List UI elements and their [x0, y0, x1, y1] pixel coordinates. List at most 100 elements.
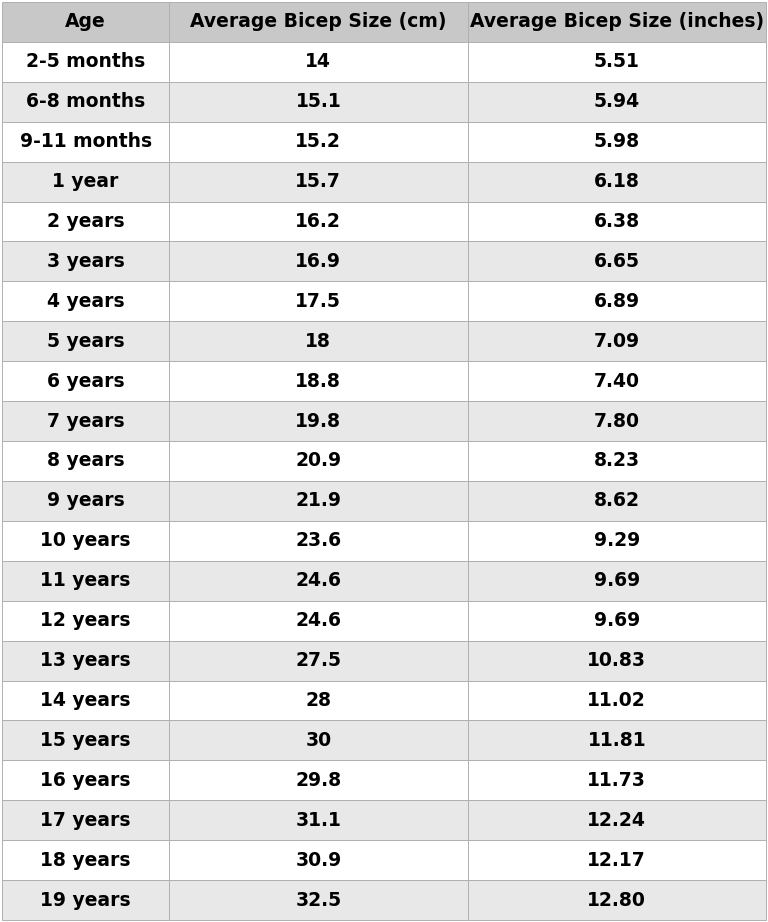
Text: 9.69: 9.69: [594, 611, 640, 630]
Text: 14 years: 14 years: [40, 691, 131, 710]
Text: 2-5 months: 2-5 months: [26, 53, 145, 71]
Text: 5.94: 5.94: [594, 92, 640, 112]
Text: 14: 14: [306, 53, 331, 71]
Text: 6.89: 6.89: [594, 292, 640, 311]
Text: 9-11 months: 9-11 months: [19, 132, 151, 151]
Text: 8.62: 8.62: [594, 491, 640, 511]
Text: 5.98: 5.98: [594, 132, 640, 151]
Bar: [468, 41, 766, 82]
Bar: [468, 281, 766, 321]
Bar: [2, 521, 169, 561]
Bar: [2, 161, 169, 202]
Text: 6 years: 6 years: [47, 372, 124, 391]
Bar: [2, 82, 169, 122]
Bar: [169, 122, 468, 161]
Bar: [2, 680, 169, 720]
Text: 12 years: 12 years: [40, 611, 131, 630]
Bar: [468, 161, 766, 202]
Bar: [2, 761, 169, 800]
Text: 11 years: 11 years: [41, 572, 131, 590]
Bar: [468, 561, 766, 601]
Bar: [169, 601, 468, 641]
Bar: [169, 680, 468, 720]
Text: Average Bicep Size (cm): Average Bicep Size (cm): [190, 13, 447, 31]
Bar: [169, 521, 468, 561]
Text: 17.5: 17.5: [296, 292, 341, 311]
Text: 32.5: 32.5: [295, 891, 342, 909]
Bar: [468, 202, 766, 242]
Bar: [169, 202, 468, 242]
Text: 15.2: 15.2: [296, 132, 341, 151]
Text: Average Bicep Size (inches): Average Bicep Size (inches): [470, 13, 764, 31]
Text: 2 years: 2 years: [47, 212, 124, 231]
Text: 5 years: 5 years: [47, 332, 124, 350]
Text: 7 years: 7 years: [47, 411, 124, 431]
Text: 30: 30: [306, 731, 332, 750]
Bar: [169, 761, 468, 800]
Bar: [468, 481, 766, 521]
Bar: [169, 161, 468, 202]
Text: 24.6: 24.6: [296, 611, 341, 630]
Bar: [468, 680, 766, 720]
Bar: [2, 401, 169, 441]
Text: 7.80: 7.80: [594, 411, 640, 431]
Bar: [169, 881, 468, 920]
Text: 11.02: 11.02: [588, 691, 646, 710]
Text: 17 years: 17 years: [40, 810, 131, 830]
Bar: [468, 321, 766, 361]
Bar: [169, 481, 468, 521]
Bar: [2, 122, 169, 161]
Bar: [2, 561, 169, 601]
Bar: [169, 361, 468, 401]
Text: 5.51: 5.51: [594, 53, 640, 71]
Text: 16.2: 16.2: [296, 212, 341, 231]
Text: 10 years: 10 years: [40, 531, 131, 550]
Text: 7.09: 7.09: [594, 332, 640, 350]
Text: 31.1: 31.1: [296, 810, 341, 830]
Bar: [468, 641, 766, 680]
Text: 3 years: 3 years: [47, 252, 124, 271]
Bar: [468, 720, 766, 761]
Text: 19 years: 19 years: [40, 891, 131, 909]
Text: 20.9: 20.9: [295, 452, 342, 470]
Bar: [468, 761, 766, 800]
Bar: [2, 800, 169, 840]
Text: 24.6: 24.6: [296, 572, 341, 590]
Text: 9.69: 9.69: [594, 572, 640, 590]
Text: 6.65: 6.65: [594, 252, 640, 271]
Text: Age: Age: [65, 13, 106, 31]
Bar: [468, 242, 766, 281]
Bar: [468, 401, 766, 441]
Bar: [468, 361, 766, 401]
Text: 12.17: 12.17: [588, 851, 646, 869]
Bar: [2, 441, 169, 481]
Bar: [468, 601, 766, 641]
Text: 16.9: 16.9: [296, 252, 341, 271]
Bar: [2, 202, 169, 242]
Text: 15 years: 15 years: [40, 731, 131, 750]
Text: 12.80: 12.80: [588, 891, 646, 909]
Bar: [169, 2, 468, 41]
Text: 19.8: 19.8: [296, 411, 341, 431]
Text: 18.8: 18.8: [296, 372, 341, 391]
Text: 11.73: 11.73: [588, 771, 646, 790]
Bar: [169, 641, 468, 680]
Bar: [2, 481, 169, 521]
Text: 27.5: 27.5: [296, 651, 341, 670]
Bar: [169, 281, 468, 321]
Bar: [169, 41, 468, 82]
Bar: [2, 41, 169, 82]
Text: 15.1: 15.1: [296, 92, 341, 112]
Bar: [468, 2, 766, 41]
Text: 6.38: 6.38: [594, 212, 640, 231]
Text: 23.6: 23.6: [295, 531, 342, 550]
Bar: [169, 800, 468, 840]
Text: 8 years: 8 years: [47, 452, 124, 470]
Bar: [169, 441, 468, 481]
Bar: [2, 361, 169, 401]
Bar: [468, 800, 766, 840]
Bar: [2, 720, 169, 761]
Text: 6.18: 6.18: [594, 172, 640, 191]
Text: 9.29: 9.29: [594, 531, 640, 550]
Text: 30.9: 30.9: [295, 851, 342, 869]
